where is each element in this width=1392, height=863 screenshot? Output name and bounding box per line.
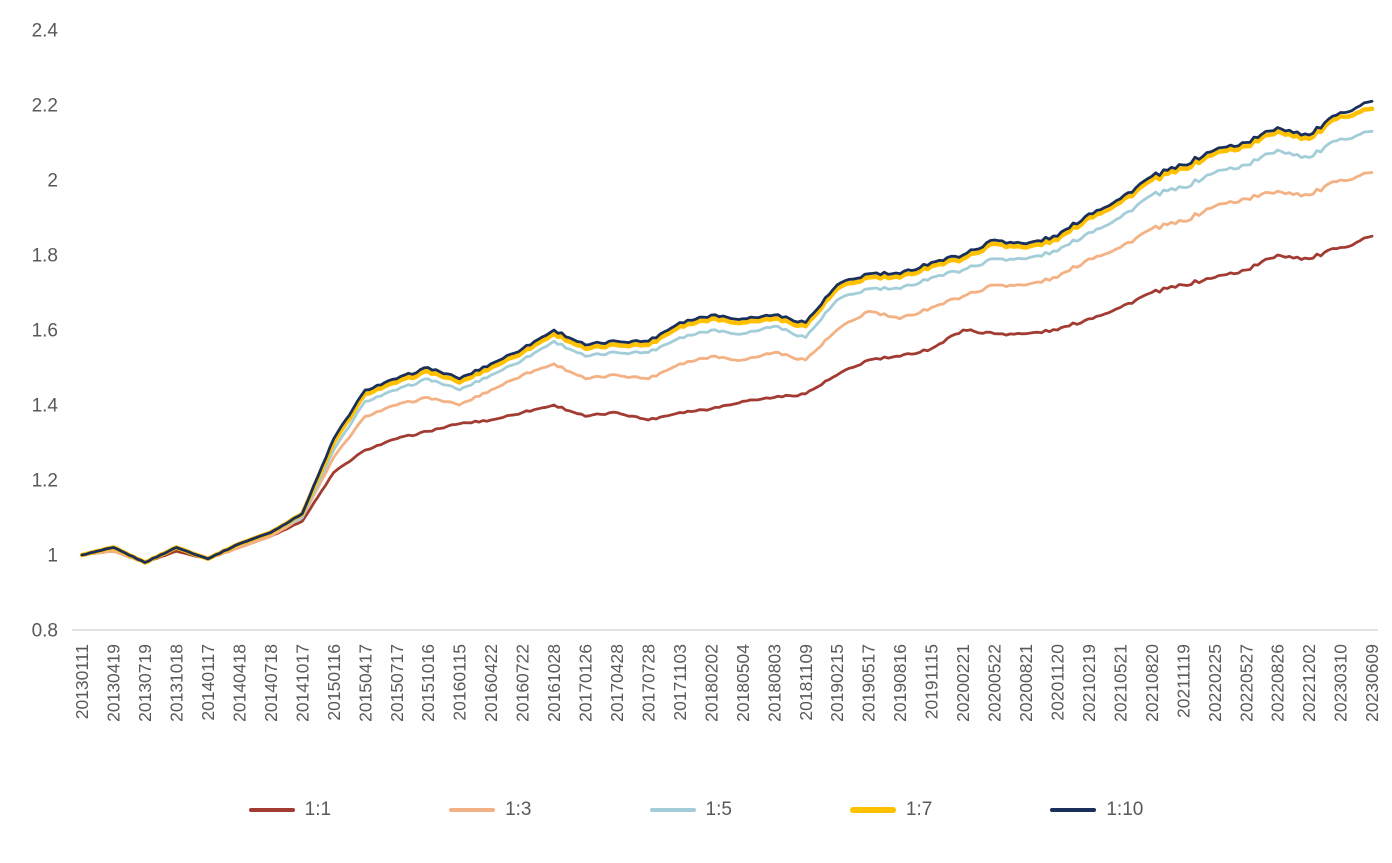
x-tick-label: 20161028 [544, 644, 564, 722]
x-tick-label: 20201120 [1047, 644, 1067, 721]
x-tick-label: 20220225 [1205, 644, 1225, 722]
y-tick-label: 2.4 [32, 21, 59, 42]
legend-label-1-1: 1:1 [304, 799, 332, 820]
series-line-1-1 [80, 234, 1374, 564]
x-tick-label: 20210219 [1079, 644, 1099, 722]
x-tick-label: 20140418 [229, 644, 249, 722]
legend-swatch-1-1 [248, 807, 295, 812]
series-line-1-5 [80, 129, 1374, 564]
x-tick-label: 20230609 [1362, 644, 1382, 722]
y-tick-label: 1.2 [32, 471, 58, 492]
x-tick-label: 20200221 [953, 644, 973, 722]
x-tick-label: 20200522 [985, 644, 1005, 722]
x-tick-label: 20140117 [198, 644, 218, 721]
x-tick-label: 20191115 [922, 644, 942, 719]
legend-item-1-3: 1:3 [449, 799, 532, 820]
legend-swatch-1-5 [649, 807, 696, 812]
y-tick-label: 1.4 [32, 396, 59, 417]
x-tick-label: 20130419 [104, 644, 124, 722]
y-tick-label: 0.8 [32, 621, 58, 642]
legend-label-1-3: 1:3 [505, 799, 532, 820]
x-tick-label: 20141017 [292, 644, 312, 722]
x-tick-label: 20151016 [418, 644, 438, 722]
legend-item-1-10: 1:10 [1050, 800, 1143, 819]
x-tick-label: 20210521 [1110, 644, 1130, 722]
x-tick-label: 20181109 [796, 644, 816, 721]
x-tick-label: 20190816 [890, 644, 910, 722]
y-tick-label: 1 [47, 546, 58, 567]
x-tick-label: 20190215 [827, 644, 847, 722]
y-tick-label: 1.8 [32, 246, 58, 267]
y-tick-label: 2.2 [32, 96, 58, 117]
x-tick-label: 20190517 [859, 644, 879, 722]
x-tick-label: 20180803 [764, 644, 784, 722]
series-line-1-7 [79, 106, 1375, 565]
series-line-1-10 [80, 99, 1374, 564]
x-tick-label: 20221202 [1299, 644, 1319, 722]
x-tick-label: 20140718 [261, 644, 281, 722]
x-tick-label: 20171103 [670, 644, 690, 721]
x-tick-label: 20160422 [481, 644, 501, 722]
x-tick-label: 20130719 [135, 644, 155, 722]
x-tick-label: 20220527 [1236, 644, 1256, 722]
legend-label-1-5: 1:5 [705, 799, 732, 820]
x-tick-label: 20131018 [167, 644, 187, 722]
y-tick-label: 2 [47, 171, 58, 192]
x-tick-label: 20211119 [1173, 644, 1193, 718]
x-tick-label: 20170728 [638, 644, 658, 722]
x-tick-label: 20210820 [1142, 644, 1162, 722]
legend-item-1-1: 1:1 [248, 799, 332, 820]
x-tick-label: 20200821 [1016, 644, 1036, 722]
legend-item-1-7: 1:7 [849, 799, 933, 820]
x-tick-label: 20170126 [576, 644, 596, 722]
legend-swatch-1-10 [1050, 807, 1097, 812]
x-tick-label: 20220826 [1268, 644, 1288, 722]
x-tick-label: 20150717 [387, 644, 407, 722]
y-axis-tick-labels: 0.8 1 1.2 1.4 1.6 1.8 2 2.2 2.4 [32, 21, 59, 642]
x-tick-label: 20130111 [72, 644, 92, 719]
y-tick-label: 1.6 [32, 321, 58, 342]
x-tick-label: 20160115 [450, 644, 470, 721]
chart-legend: 1:1 1:3 1:5 1:7 1:10 [0, 800, 1392, 819]
x-tick-label: 20180504 [733, 644, 753, 722]
x-tick-label: 20230310 [1331, 644, 1351, 722]
x-tick-label: 20150417 [355, 644, 375, 722]
x-tick-label: 20170428 [607, 644, 627, 722]
legend-swatch-1-7 [849, 806, 896, 813]
legend-label-1-7: 1:7 [905, 799, 933, 820]
x-tick-label: 20180202 [701, 644, 721, 722]
legend-label-1-10: 1:10 [1106, 799, 1144, 820]
series-line-1-3 [80, 171, 1374, 564]
legend-item-1-5: 1:5 [649, 799, 732, 820]
legend-swatch-1-3 [449, 807, 496, 812]
x-tick-label: 20150116 [324, 644, 344, 721]
x-axis-tick-labels: 20130111 20130419 20130719 20131018 20140117… [72, 644, 1382, 722]
x-tick-label: 20160722 [513, 644, 533, 722]
